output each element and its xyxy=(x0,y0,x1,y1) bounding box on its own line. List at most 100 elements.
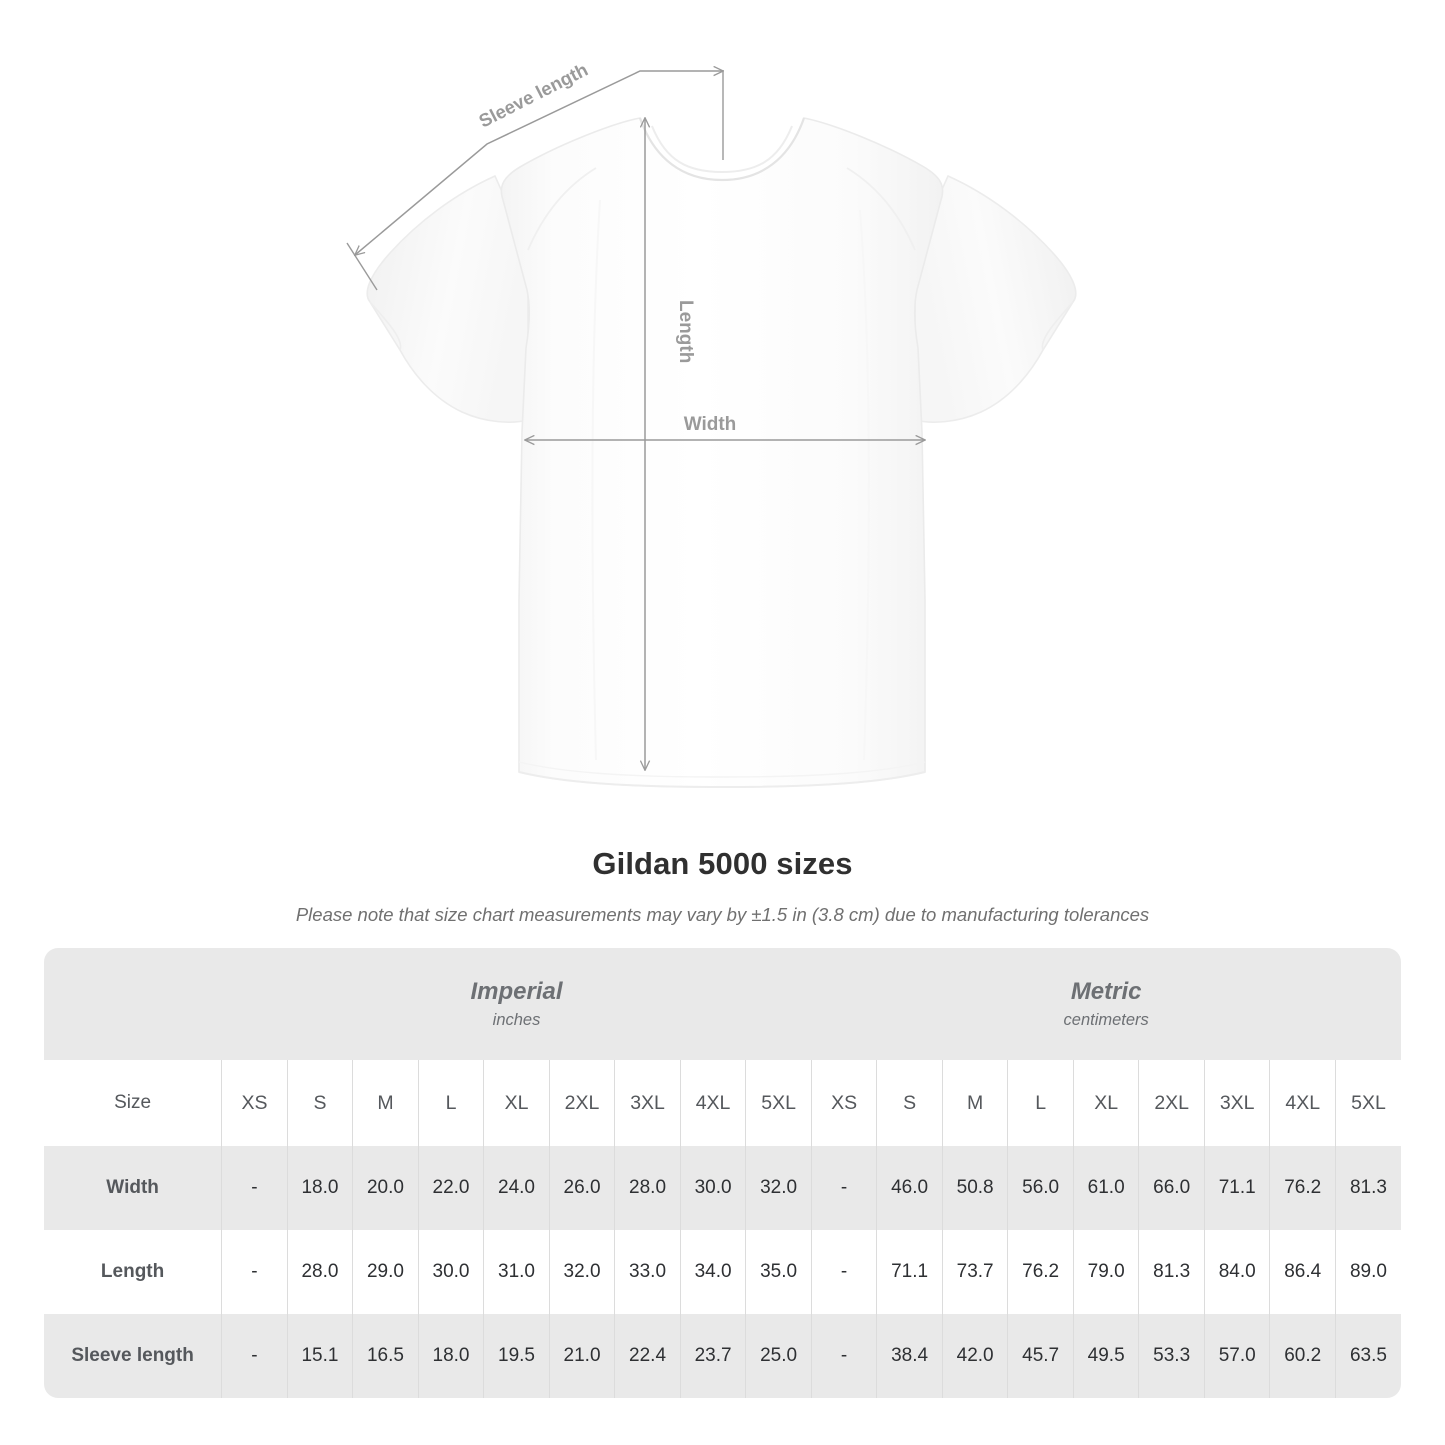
cell-length-imp-3xl: 33.0 xyxy=(614,1230,681,1314)
table-row: Sleeve length - 15.1 16.5 18.0 19.5 21.0… xyxy=(44,1314,1401,1398)
unit-metric-sub: centimeters xyxy=(1063,1011,1149,1030)
sleeve-length-tick-bottom xyxy=(346,242,378,291)
cell-length-imp-s: 28.0 xyxy=(286,1230,353,1314)
header-col-met-s: S xyxy=(876,1060,943,1146)
size-table: Imperial inches Metric centimeters Size … xyxy=(44,948,1401,1398)
title-block: Gildan 5000 sizes Please note that size … xyxy=(0,845,1445,927)
header-col-imp-3xl: 3XL xyxy=(614,1060,681,1146)
left-sleeve xyxy=(366,174,529,423)
unit-banner-spacer xyxy=(44,948,222,1060)
page-title: Gildan 5000 sizes xyxy=(592,846,853,881)
header-col-met-4xl: 4XL xyxy=(1269,1060,1336,1146)
row-label-width: Width xyxy=(44,1146,222,1230)
header-col-met-xl: XL xyxy=(1072,1060,1139,1146)
cell-width-imp-s: 18.0 xyxy=(286,1146,353,1230)
cell-width-imp-xl: 24.0 xyxy=(483,1146,550,1230)
header-col-imp-s: S xyxy=(286,1060,353,1146)
cell-sleeve-met-4xl: 60.2 xyxy=(1269,1314,1336,1398)
sleeve-length-arrow xyxy=(355,71,723,255)
cell-width-imp-4xl: 30.0 xyxy=(679,1146,746,1230)
cell-width-imp-xs: - xyxy=(221,1146,288,1230)
header-col-imp-5xl: 5XL xyxy=(745,1060,812,1146)
cell-sleeve-imp-2xl: 21.0 xyxy=(548,1314,615,1398)
header-col-imp-m: M xyxy=(352,1060,419,1146)
tshirt-diagram-svg: Sleeve length Length Width xyxy=(346,59,1077,789)
right-sleeve-hem xyxy=(1041,301,1074,351)
cell-sleeve-imp-xs: - xyxy=(221,1314,288,1398)
header-col-met-3xl: 3XL xyxy=(1203,1060,1270,1146)
cell-sleeve-met-5xl: 63.5 xyxy=(1334,1314,1401,1398)
cell-length-met-xs: - xyxy=(810,1230,877,1314)
cell-width-imp-2xl: 26.0 xyxy=(548,1146,615,1230)
header-col-imp-2xl: 2XL xyxy=(548,1060,615,1146)
header-col-imp-l: L xyxy=(417,1060,484,1146)
cell-width-met-xl: 61.0 xyxy=(1072,1146,1139,1230)
left-sleeve-hem xyxy=(369,301,402,351)
cell-sleeve-met-xs: - xyxy=(810,1314,877,1398)
cell-length-met-4xl: 86.4 xyxy=(1269,1230,1336,1314)
cell-width-imp-3xl: 28.0 xyxy=(614,1146,681,1230)
unit-group-imperial: Imperial inches xyxy=(221,948,812,1060)
tolerance-note: Please note that size chart measurements… xyxy=(295,904,1150,926)
width-label: Width xyxy=(684,414,737,435)
cell-sleeve-met-l: 45.7 xyxy=(1007,1314,1074,1398)
header-size-label: Size xyxy=(44,1060,222,1146)
cell-sleeve-met-m: 42.0 xyxy=(941,1314,1008,1398)
table-row: Width - 18.0 20.0 22.0 24.0 26.0 28.0 30… xyxy=(44,1146,1401,1230)
cell-width-imp-l: 22.0 xyxy=(417,1146,484,1230)
bottom-hem xyxy=(518,771,926,789)
unit-banner-row: Imperial inches Metric centimeters xyxy=(44,948,1401,1060)
shirt-body xyxy=(500,117,944,788)
size-table-container: Imperial inches Metric centimeters Size … xyxy=(44,948,1401,1398)
cell-length-imp-l: 30.0 xyxy=(417,1230,484,1314)
cell-length-imp-4xl: 34.0 xyxy=(679,1230,746,1314)
row-label-length: Length xyxy=(44,1230,222,1314)
row-label-sleeve-length: Sleeve length xyxy=(44,1314,222,1398)
cell-width-met-3xl: 71.1 xyxy=(1203,1146,1270,1230)
unit-imperial-sub: inches xyxy=(492,1011,541,1030)
cell-length-met-s: 71.1 xyxy=(876,1230,943,1314)
cell-sleeve-met-xl: 49.5 xyxy=(1072,1314,1139,1398)
size-header-row: Size XS S M L XL 2XL 3XL 4XL 5XL XS S M … xyxy=(44,1060,1401,1146)
cell-width-met-s: 46.0 xyxy=(876,1146,943,1230)
unit-metric-name: Metric xyxy=(1070,977,1142,1005)
cell-sleeve-met-s: 38.4 xyxy=(876,1314,943,1398)
header-col-imp-4xl: 4XL xyxy=(679,1060,746,1146)
cell-length-met-3xl: 84.0 xyxy=(1203,1230,1270,1314)
cell-width-met-5xl: 81.3 xyxy=(1334,1146,1401,1230)
cell-sleeve-met-2xl: 53.3 xyxy=(1138,1314,1205,1398)
cell-length-imp-2xl: 32.0 xyxy=(548,1230,615,1314)
cell-width-imp-m: 20.0 xyxy=(352,1146,419,1230)
header-col-met-2xl: 2XL xyxy=(1138,1060,1205,1146)
cell-width-met-2xl: 66.0 xyxy=(1138,1146,1205,1230)
cell-length-imp-m: 29.0 xyxy=(352,1230,419,1314)
cell-width-met-xs: - xyxy=(810,1146,877,1230)
cell-sleeve-imp-5xl: 25.0 xyxy=(745,1314,812,1398)
length-label: Length xyxy=(675,300,696,363)
right-sleeve xyxy=(914,174,1077,423)
header-col-met-m: M xyxy=(941,1060,1008,1146)
cell-length-met-5xl: 89.0 xyxy=(1334,1230,1401,1314)
cell-length-imp-5xl: 35.0 xyxy=(745,1230,812,1314)
cell-sleeve-imp-4xl: 23.7 xyxy=(679,1314,746,1398)
tshirt-silhouette xyxy=(366,117,1077,789)
cell-sleeve-imp-l: 18.0 xyxy=(417,1314,484,1398)
cell-length-imp-xl: 31.0 xyxy=(483,1230,550,1314)
cell-width-met-4xl: 76.2 xyxy=(1269,1146,1336,1230)
header-col-met-xs: XS xyxy=(810,1060,877,1146)
unit-group-metric: Metric centimeters xyxy=(811,948,1401,1060)
right-shoulder-seam xyxy=(846,167,916,251)
cell-length-met-2xl: 81.3 xyxy=(1138,1230,1205,1314)
bottom-hem-stitch xyxy=(518,761,926,778)
tshirt-diagram: Sleeve length Length Width xyxy=(346,59,1077,789)
header-col-imp-xl: XL xyxy=(483,1060,550,1146)
unit-imperial-name: Imperial xyxy=(470,977,563,1005)
header-col-met-5xl: 5XL xyxy=(1334,1060,1401,1146)
cell-length-met-l: 76.2 xyxy=(1007,1230,1074,1314)
sleeve-length-label: Sleeve length xyxy=(475,59,591,132)
cell-sleeve-imp-xl: 19.5 xyxy=(483,1314,550,1398)
table-row: Length - 28.0 29.0 30.0 31.0 32.0 33.0 3… xyxy=(44,1230,1401,1314)
cell-width-imp-5xl: 32.0 xyxy=(745,1146,812,1230)
cell-sleeve-imp-s: 15.1 xyxy=(286,1314,353,1398)
